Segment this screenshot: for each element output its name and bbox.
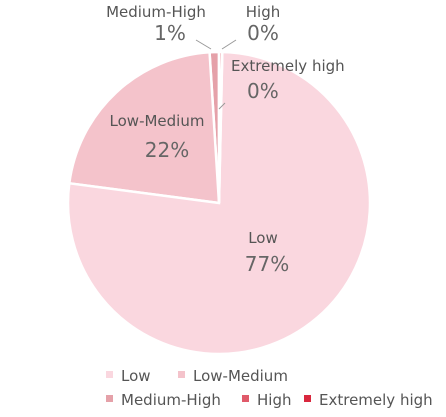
legend-label-low: Low (121, 367, 151, 385)
legend-swatch-low (106, 371, 113, 378)
legend-swatch-low-medium (178, 371, 185, 378)
legend-label-extremely-high: Extremely high (319, 391, 433, 409)
slice-label-medium-high: Medium-High (106, 3, 206, 21)
slice-label-extremely-high: Extremely high (231, 57, 345, 75)
legend-swatch-high (242, 395, 249, 402)
legend-swatch-medium-high (106, 395, 113, 402)
slice-low (66, 50, 372, 356)
slice-labels: Low77%Low-Medium22%Medium-High1%High0%Ex… (106, 3, 345, 276)
pie-slices (66, 50, 372, 356)
legend: Low Low-Medium Medium-High High Extremely hi… (106, 367, 433, 409)
slice-low-medium (67, 50, 221, 205)
slice-value-extremely-high: 0% (247, 79, 279, 103)
slice-label-low: Low (248, 229, 278, 247)
legend-label-low-medium: Low-Medium (193, 367, 288, 385)
legend-label-medium-high: Medium-High (121, 391, 221, 409)
slice-high (217, 50, 224, 204)
leader-line-extremely-high (218, 102, 226, 110)
slice-value-high: 0% (247, 21, 279, 45)
slice-label-low-medium: Low-Medium (110, 112, 205, 130)
legend-label-high: High (257, 391, 291, 409)
slice-label-high: High (246, 3, 280, 21)
leader-line-medium-high (195, 39, 212, 50)
leader-lines (195, 39, 237, 110)
slice-value-medium-high: 1% (154, 21, 186, 45)
legend-swatch-extremely-high (304, 395, 311, 402)
slice-value-low-medium: 22% (145, 138, 189, 162)
leader-line-high (221, 39, 237, 50)
slice-value-low: 77% (245, 252, 289, 276)
